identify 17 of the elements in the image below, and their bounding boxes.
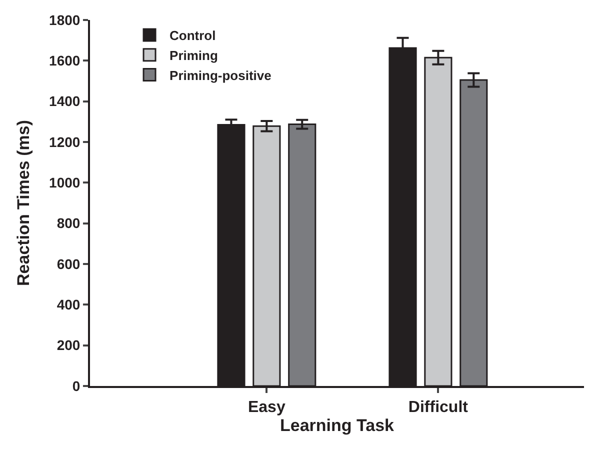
y-tick-label: 1000: [49, 174, 80, 191]
y-tick-label: 1400: [49, 93, 80, 110]
y-tick-label: 200: [56, 337, 80, 354]
x-axis-title: Learning Task: [280, 416, 395, 436]
y-tick-label: 400: [56, 296, 80, 313]
y-axis-title: Reaction Times (ms): [14, 120, 34, 286]
y-tick-label: 600: [56, 256, 80, 272]
y-tick-label: 800: [56, 215, 80, 232]
legend-label: Control: [170, 28, 216, 44]
y-tick-label: 1800: [49, 12, 80, 28]
legend-label: Priming-positive: [170, 68, 272, 83]
x-tick-label: Difficult: [408, 399, 469, 416]
y-tick-label: 1600: [49, 52, 80, 69]
legend-label: Priming: [170, 48, 218, 63]
x-tick-label: Easy: [248, 399, 286, 416]
y-tick-label: 1200: [49, 134, 80, 150]
y-tick-label: 0: [72, 378, 80, 394]
